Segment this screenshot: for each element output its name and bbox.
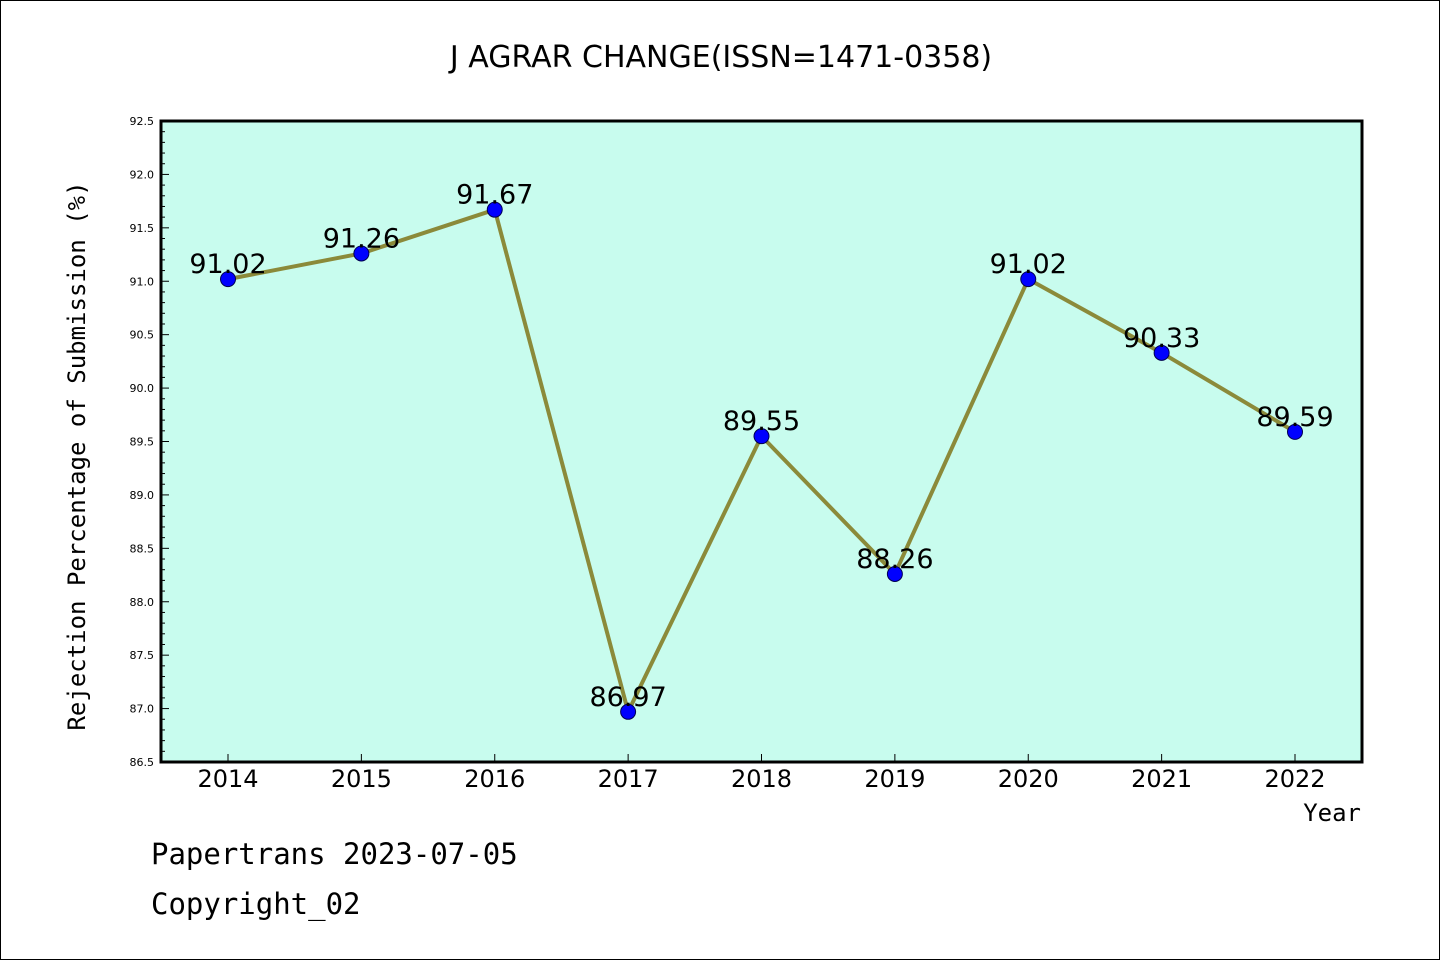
x-axis-ticks: 2014 2015 2016 2017 2018 2019 2020 2021 2022 <box>197 754 1326 793</box>
data-label: 91.02 <box>189 249 266 280</box>
data-labels-group: 91.02 91.26 91.67 86.97 89.55 88.26 91.02 90.33… <box>189 180 1333 713</box>
data-point <box>353 245 370 262</box>
x-tick-label: 2016 <box>464 765 525 793</box>
y-axis-label: Rejection Percentage of Submission (%) <box>63 181 91 730</box>
x-tick-label: 2015 <box>331 765 392 793</box>
x-tick-label: 2014 <box>197 765 258 793</box>
data-label: 89.55 <box>723 406 800 437</box>
y-tick-label: 92.0 <box>130 168 155 181</box>
x-tick-label: 2021 <box>1131 765 1192 793</box>
data-point <box>886 565 903 582</box>
y-tick-label: 88.0 <box>130 596 155 609</box>
data-label: 91.26 <box>323 223 400 254</box>
footer-copyright: Copyright_02 <box>151 887 361 921</box>
x-tick-label: 2018 <box>731 765 792 793</box>
x-tick-label: 2020 <box>998 765 1059 793</box>
data-point <box>220 271 236 288</box>
y-tick-label: 90.5 <box>130 329 155 342</box>
x-axis-label: Year <box>1303 799 1361 827</box>
data-point <box>753 428 770 445</box>
x-tick-label: 2017 <box>598 765 659 793</box>
y-tick-label: 87.5 <box>130 649 155 662</box>
data-label: 89.59 <box>1256 402 1333 433</box>
data-point <box>1287 423 1303 440</box>
y-tick-label: 92.5 <box>130 115 155 128</box>
y-tick-label: 88.5 <box>130 542 155 555</box>
data-point <box>1020 271 1037 288</box>
data-point <box>1153 344 1170 361</box>
x-tick-label: 2022 <box>1264 765 1325 793</box>
y-axis-ticks: 86.5 87.0 87.5 88.0 88.5 89.0 89.5 90.0 90.5 91.0… <box>130 115 169 769</box>
data-label: 90.33 <box>1123 323 1200 354</box>
data-label: 91.02 <box>990 249 1067 280</box>
markers-group <box>220 201 1303 720</box>
y-tick-label: 91.5 <box>130 222 155 235</box>
data-label: 86.97 <box>589 682 666 713</box>
data-label: 91.67 <box>456 180 533 211</box>
footer-date: Papertrans 2023-07-05 <box>151 837 518 871</box>
y-tick-label: 90.0 <box>130 382 155 395</box>
x-tick-label: 2019 <box>864 765 925 793</box>
data-label: 88.26 <box>856 544 933 575</box>
data-point <box>620 703 637 720</box>
y-tick-label: 87.0 <box>130 703 155 716</box>
y-tick-label: 89.0 <box>130 489 155 502</box>
y-tick-label: 91.0 <box>130 275 155 288</box>
data-point <box>486 201 503 218</box>
plot-border <box>159 119 1364 764</box>
y-tick-label: 89.5 <box>130 436 155 449</box>
y-tick-label: 86.5 <box>130 756 155 769</box>
chart-title: J AGRAR CHANGE(ISSN=1471-0358) <box>448 40 992 75</box>
